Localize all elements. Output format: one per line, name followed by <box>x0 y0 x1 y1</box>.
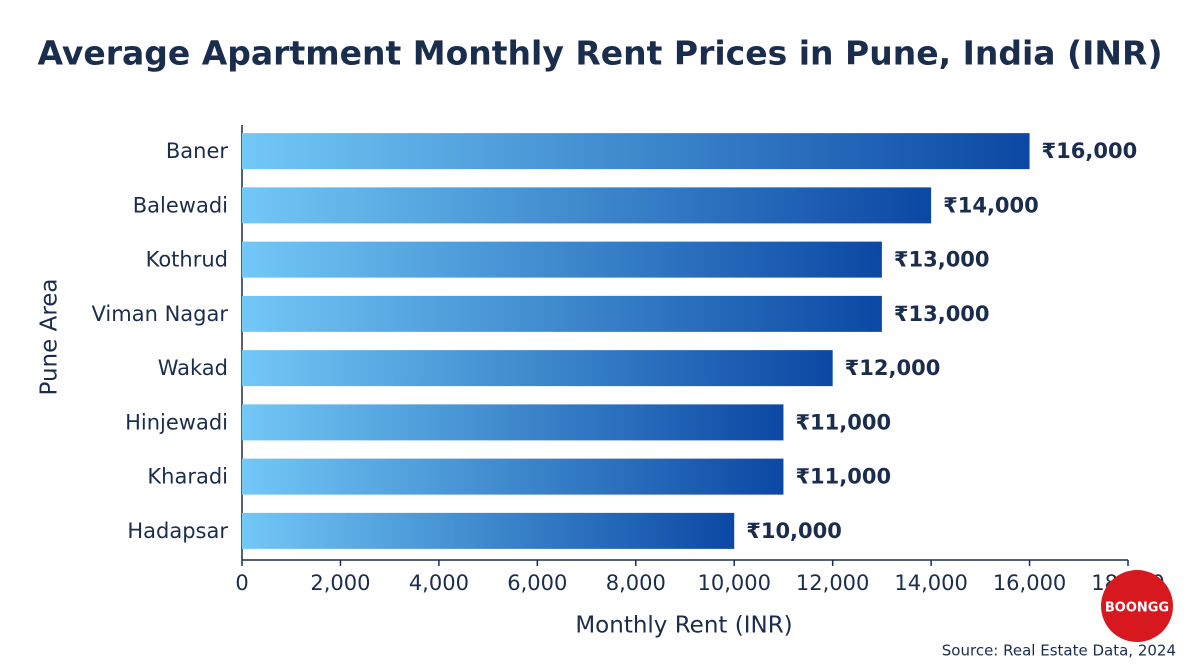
x-tick-label: 2,000 <box>310 571 370 595</box>
x-tick-label: 16,000 <box>993 571 1066 595</box>
bar <box>242 295 882 332</box>
x-tick-label: 0 <box>235 571 248 595</box>
x-tick-label: 14,000 <box>894 571 967 595</box>
value-label: ₹16,000 <box>1042 139 1138 163</box>
value-label: ₹11,000 <box>795 410 891 434</box>
y-tick-label: Hadapsar <box>127 519 228 543</box>
value-label: ₹10,000 <box>746 519 842 543</box>
bar <box>242 512 735 549</box>
x-tick-label: 10,000 <box>697 571 770 595</box>
bar <box>242 404 784 441</box>
value-label: ₹12,000 <box>845 356 941 380</box>
y-tick-label: Wakad <box>158 356 228 380</box>
source-note: Source: Real Estate Data, 2024 <box>942 642 1176 660</box>
value-label: ₹13,000 <box>894 248 990 272</box>
value-label: ₹11,000 <box>795 465 891 489</box>
value-label: ₹13,000 <box>894 302 990 326</box>
bar <box>242 458 784 495</box>
bar <box>242 350 833 387</box>
value-label: ₹14,000 <box>943 193 1039 217</box>
x-axis-label: Monthly Rent (INR) <box>575 613 792 639</box>
x-tick-label: 12,000 <box>796 571 869 595</box>
y-tick-label: Baner <box>166 139 229 163</box>
logo-text: BOONGG <box>1105 601 1169 616</box>
chart-title: Average Apartment Monthly Rent Prices in… <box>37 34 1162 73</box>
y-tick-label: Hinjewadi <box>125 410 228 434</box>
x-tick-label: 6,000 <box>507 571 567 595</box>
y-tick-label: Kothrud <box>146 248 228 272</box>
y-tick-label: Viman Nagar <box>92 302 229 326</box>
bar <box>242 187 932 224</box>
logo-circle <box>1101 570 1173 642</box>
bar <box>242 133 1030 170</box>
y-tick-label: Balewadi <box>133 193 228 217</box>
y-axis-label: Pune Area <box>37 278 63 395</box>
x-tick-label: 4,000 <box>409 571 469 595</box>
x-tick-label: 8,000 <box>606 571 666 595</box>
bar <box>242 241 882 278</box>
y-tick-label: Kharadi <box>147 465 228 489</box>
logo: BOONGG <box>1101 570 1173 642</box>
